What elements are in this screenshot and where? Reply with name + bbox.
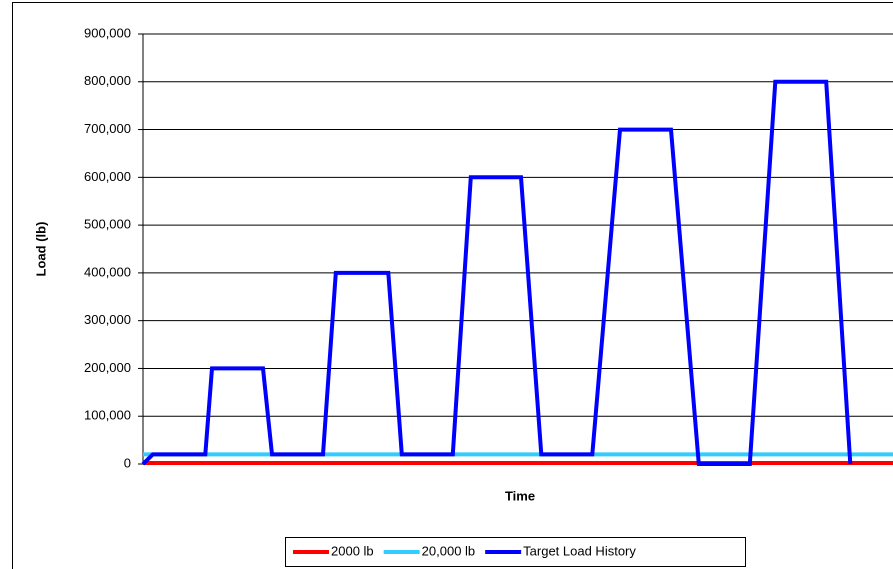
y-tick-label: 400,000: [84, 264, 131, 279]
y-tick-label: 800,000: [84, 73, 131, 88]
x-axis-label: Time: [505, 488, 535, 503]
series-line: [141, 79, 853, 466]
chart-frame: [12, 2, 893, 569]
legend-label: Target Load History: [523, 543, 636, 558]
y-tick-label: 0: [124, 455, 131, 470]
y-tick-label: 300,000: [84, 312, 131, 327]
y-tick-label: 100,000: [84, 408, 131, 423]
legend-label: 20,000 lb: [422, 543, 476, 558]
y-tick-label: 900,000: [84, 25, 131, 40]
y-tick-label: 200,000: [84, 360, 131, 375]
y-tick-label: 500,000: [84, 217, 131, 232]
y-tick-label: 700,000: [84, 121, 131, 136]
y-tick-label: 600,000: [84, 169, 131, 184]
y-axis-label: Load (lb): [33, 222, 48, 277]
legend-label: 2000 lb: [331, 543, 374, 558]
